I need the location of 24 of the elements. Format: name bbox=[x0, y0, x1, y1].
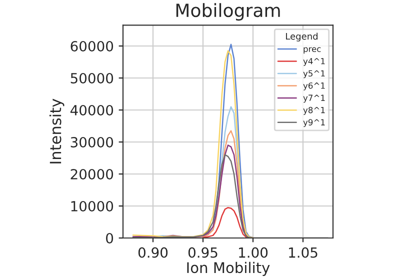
y-tick-label: 10000 bbox=[71, 200, 114, 212]
y-tick-label: 0 bbox=[106, 232, 114, 244]
legend-label: y9^1 bbox=[303, 119, 325, 128]
x-axis-title: Ion Mobility bbox=[187, 262, 270, 276]
line-series bbox=[202, 206, 250, 238]
y-tick-label: 30000 bbox=[70, 136, 114, 148]
legend-label: y5^1 bbox=[303, 70, 325, 78]
chart-title: Mobilogram bbox=[176, 3, 280, 21]
legend-label: prec bbox=[304, 47, 321, 54]
legend-label: y8^1 bbox=[303, 106, 325, 115]
y-tick-label: 40000 bbox=[70, 104, 114, 116]
y-tick-label: 20000 bbox=[70, 168, 114, 180]
y-tick-label: 60000 bbox=[70, 40, 114, 52]
legend-label: y6^1 bbox=[303, 82, 325, 90]
x-tick-label: 0.95 bbox=[188, 247, 218, 258]
y-axis-title: Intensity bbox=[49, 98, 64, 164]
line-series bbox=[132, 50, 254, 238]
legend-label: y4^1 bbox=[303, 58, 325, 66]
y-tick-label: 50000 bbox=[70, 72, 114, 84]
legend-label: y7^1 bbox=[303, 94, 325, 103]
x-tick-label: 1.05 bbox=[289, 247, 318, 258]
legend-title: Legend bbox=[286, 32, 318, 42]
x-tick-label: 1.00 bbox=[239, 247, 268, 258]
x-tick-label: 0.90 bbox=[138, 247, 168, 258]
